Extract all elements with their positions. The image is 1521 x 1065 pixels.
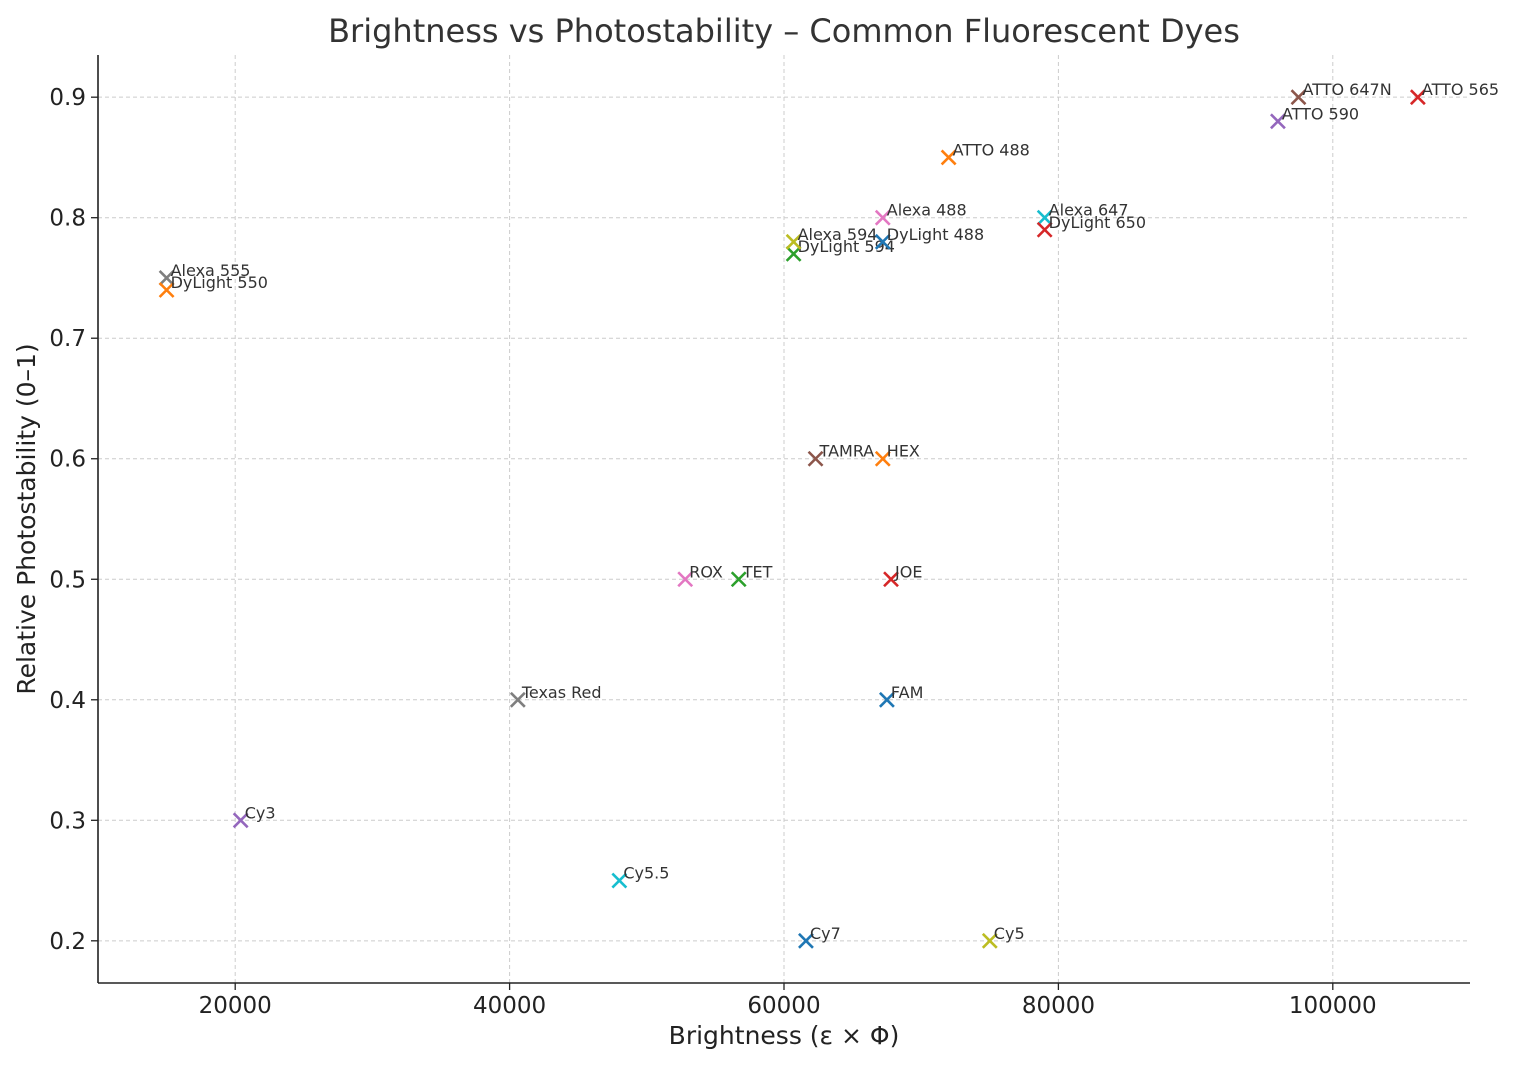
data-point: ATTO 590 [1270, 104, 1359, 130]
point-label: TAMRA [819, 442, 875, 461]
point-marker [1409, 89, 1426, 106]
point-label: DyLight 650 [1049, 213, 1146, 232]
data-point: HEX [874, 442, 920, 467]
data-point: Texas Red [509, 683, 602, 708]
point-label: Alexa 594 [798, 225, 878, 244]
y-tick-label: 0.9 [49, 85, 86, 111]
point-label: Cy3 [245, 803, 276, 822]
point-label: JOE [894, 562, 922, 581]
point-marker [874, 450, 891, 467]
point-marker [158, 282, 175, 298]
x-tick-label: 60000 [747, 993, 820, 1019]
point-marker [1270, 113, 1286, 130]
point-marker [232, 812, 249, 829]
point-label: ROX [689, 562, 723, 581]
point-marker [677, 571, 694, 588]
data-point: Alexa 555 [158, 261, 251, 286]
point-label: ATTO 488 [953, 140, 1030, 159]
point-marker [1036, 209, 1053, 226]
data-point: DyLight 650 [1036, 213, 1146, 238]
y-tick-label: 0.6 [49, 447, 86, 473]
point-marker [1036, 221, 1053, 238]
data-point: JOE [883, 562, 922, 588]
y-tick-label: 0.5 [49, 567, 86, 593]
grid-lines [98, 55, 1470, 983]
y-axis-ticks: 0.2 0.3 0.4 0.5 0.6 0.7 0.8 0.9 [49, 85, 98, 955]
point-marker [807, 450, 824, 467]
point-marker [981, 932, 998, 949]
point-marker [785, 245, 802, 262]
x-tick-label: 20000 [199, 993, 272, 1019]
data-point: Alexa 647 [1036, 201, 1129, 226]
data-point: ATTO 565 [1409, 80, 1499, 106]
x-tick-label: 40000 [473, 993, 546, 1019]
point-marker [509, 691, 526, 708]
y-axis-label: Relative Photostability (0–1) [12, 343, 41, 694]
point-marker [785, 233, 802, 250]
data-point: DyLight 550 [158, 273, 268, 298]
point-label: ATTO 647N [1303, 80, 1392, 99]
data-point: ATTO 647N [1290, 80, 1392, 106]
point-label: DyLight 594 [798, 237, 895, 256]
point-marker [730, 571, 747, 588]
point-marker [874, 233, 891, 250]
data-point: DyLight 594 [785, 237, 895, 262]
data-point: Cy5 [981, 924, 1025, 949]
point-marker [878, 691, 895, 708]
point-label: Texas Red [521, 683, 602, 702]
point-label: Alexa 488 [887, 201, 967, 220]
data-point: ROX [677, 562, 723, 588]
point-label: TET [742, 562, 773, 581]
point-label: Cy5 [994, 924, 1025, 943]
point-marker [798, 932, 814, 949]
y-tick-label: 0.3 [49, 808, 86, 834]
x-tick-label: 100000 [1289, 993, 1377, 1019]
data-point: DyLight 488 [874, 225, 984, 250]
point-label: Cy5.5 [623, 864, 669, 883]
point-marker [611, 872, 628, 889]
point-marker [158, 270, 175, 286]
point-label: ATTO 590 [1282, 104, 1359, 123]
point-marker [1290, 89, 1307, 106]
x-tick-label: 80000 [1022, 993, 1095, 1019]
data-point: ATTO 488 [940, 140, 1030, 166]
point-label: Cy7 [810, 924, 841, 943]
y-tick-label: 0.7 [49, 326, 86, 352]
point-marker [940, 149, 957, 166]
data-point: TET [730, 562, 773, 588]
point-marker [883, 571, 899, 588]
data-point: Cy3 [232, 803, 276, 829]
point-label: FAM [891, 683, 923, 702]
y-tick-label: 0.8 [49, 206, 86, 232]
x-axis-label: Brightness (ε × Φ) [669, 1021, 900, 1050]
point-label: HEX [887, 442, 920, 461]
y-tick-label: 0.4 [49, 688, 86, 714]
data-points: FAM HEX TET JOE Cy3 TAMRA ROX Texas Red Cy5 Cy5.5… [158, 80, 1499, 949]
data-point: TAMRA [807, 442, 875, 467]
point-label: DyLight 550 [171, 273, 268, 292]
point-marker [874, 209, 891, 226]
point-label: Alexa 647 [1049, 201, 1129, 220]
x-axis-ticks: 20000 40000 60000 80000 100000 [199, 983, 1377, 1019]
data-point: Cy7 [798, 924, 841, 949]
chart-title: Brightness vs Photostability – Common Fl… [328, 12, 1240, 50]
data-point: Cy5.5 [611, 864, 669, 889]
data-point: Alexa 594 [785, 225, 878, 250]
data-point: Alexa 488 [874, 201, 967, 226]
point-label: ATTO 565 [1422, 80, 1499, 99]
point-label: Alexa 555 [171, 261, 251, 280]
y-tick-label: 0.2 [49, 929, 86, 955]
point-label: DyLight 488 [887, 225, 984, 244]
data-point: FAM [878, 683, 923, 708]
